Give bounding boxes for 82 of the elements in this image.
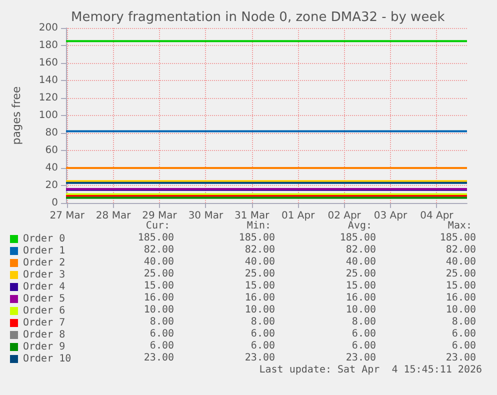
y-tick-label: 180 (38, 40, 58, 51)
text: 25.00 (446, 268, 476, 280)
text: 82.00 (144, 244, 174, 256)
text: 15.00 (144, 280, 174, 292)
chart-title: Memory fragmentation in Node 0, zone DMA32 - by week (71, 10, 446, 25)
text: 82.00 (346, 244, 376, 256)
x-tick-label: 27 Mar (50, 210, 86, 222)
text: 16.00 (144, 292, 174, 304)
text: 16.00 (446, 292, 476, 304)
legend-label: Order 4 (23, 282, 66, 292)
y-tick-label: 120 (38, 92, 58, 104)
y-tick-label: 160 (38, 58, 58, 68)
text: 185.00 (138, 232, 174, 244)
text: 23.00 (446, 352, 476, 364)
text: Avg: (348, 220, 372, 232)
y-tick-label: 60 (45, 145, 58, 156)
text: 25.00 (346, 268, 376, 280)
legend-label: Order 9 (23, 342, 66, 352)
y-tick-label: 20 (45, 180, 58, 191)
text: 10.00 (144, 304, 174, 316)
text: 8.00 (452, 316, 476, 328)
text: 15.00 (346, 280, 376, 292)
text: Max: (448, 220, 472, 232)
text: 40.00 (446, 256, 476, 268)
text: 6.00 (352, 328, 376, 340)
y-tick-label: 40 (45, 162, 58, 174)
y-axis-title: pages free (10, 86, 23, 145)
text: 10.00 (446, 304, 476, 316)
legend-label: Order 2 (23, 258, 66, 268)
text: 25.00 (144, 268, 174, 280)
text: 8.00 (150, 316, 174, 328)
y-tick-label: 80 (45, 128, 58, 138)
text: 6.00 (250, 328, 276, 340)
x-tick-label: 03 Apr (374, 210, 408, 222)
x-tick-label: 29 Mar (142, 210, 178, 222)
legend-label: Order 1 (23, 246, 66, 256)
text: 15.00 (446, 280, 476, 292)
text: 40.00 (346, 256, 376, 268)
x-tick-label: 01 Apr (281, 210, 316, 222)
text: 6.00 (150, 340, 174, 352)
text: 82.00 (446, 244, 476, 256)
text: 23.00 (346, 352, 376, 364)
y-tick-label: 0 (52, 198, 58, 208)
text: 16.00 (244, 292, 276, 304)
legend-label: Order 10 (23, 354, 72, 364)
text: 23.00 (244, 352, 276, 364)
text: 8.00 (352, 316, 376, 328)
text: 10.00 (244, 304, 276, 316)
text: Cur: (146, 220, 170, 232)
text: 185.00 (238, 232, 275, 244)
y-tick-label: 200 (38, 22, 58, 34)
legend-label: Order 7 (23, 318, 66, 328)
y-tick-label: 100 (38, 110, 58, 121)
text: 185.00 (340, 232, 376, 244)
y-tick-label: 140 (38, 75, 58, 86)
text: 15.00 (244, 280, 276, 292)
legend-label: Order 0 (23, 234, 66, 244)
x-tick-label: 04 Apr (420, 210, 454, 222)
legend-label: Order 5 (23, 294, 66, 304)
text: 6.00 (352, 340, 376, 352)
text: 23.00 (144, 352, 174, 364)
text: 10.00 (346, 304, 376, 316)
text: 6.00 (452, 328, 476, 340)
x-tick-label: 02 Apr (328, 210, 362, 222)
x-tick-label: 30 Mar (188, 210, 224, 222)
x-tick-label: 28 Mar (96, 210, 132, 222)
text: Last update: Sat Apr 4 15:45:11 2026 (259, 364, 482, 376)
text: 82.00 (244, 244, 276, 256)
text: 6.00 (150, 328, 174, 340)
text: Min: (246, 220, 272, 232)
text: 40.00 (244, 256, 276, 268)
text: 40.00 (144, 256, 174, 268)
legend-label: Order 3 (23, 270, 66, 280)
legend-label: Order 8 (23, 330, 66, 340)
text: 25.00 (244, 268, 276, 280)
text: 185.00 (440, 232, 476, 244)
text: 6.00 (250, 340, 276, 352)
text: 16.00 (346, 292, 376, 304)
text: 6.00 (452, 340, 476, 352)
legend-label: Order 6 (23, 306, 66, 316)
text: 8.00 (250, 316, 276, 328)
x-tick-label: 31 Mar (234, 210, 270, 222)
